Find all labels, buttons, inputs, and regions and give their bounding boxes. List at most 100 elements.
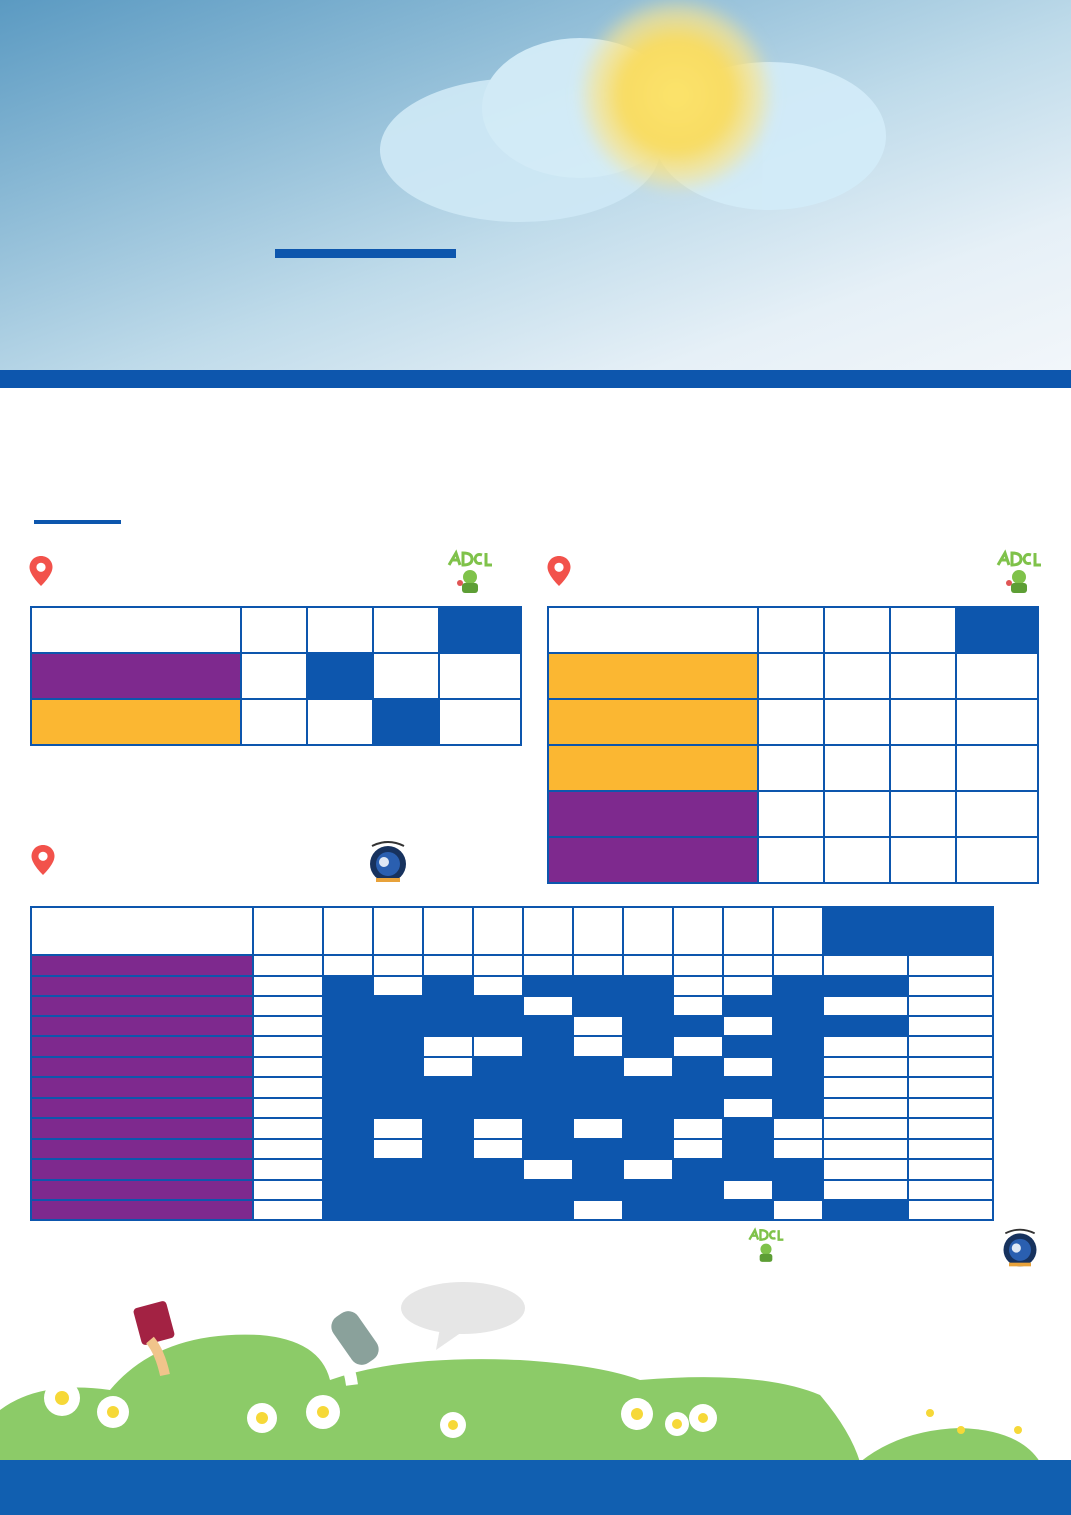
table-cell — [822, 1199, 909, 1221]
table-cell — [622, 906, 674, 956]
table-cell — [672, 975, 724, 997]
table-cell — [30, 1035, 254, 1058]
table-cell — [422, 1015, 474, 1037]
table-cell — [907, 995, 994, 1017]
space-center-logo — [1003, 1228, 1037, 1267]
table-cell — [722, 1199, 774, 1221]
table-cell — [472, 1076, 524, 1099]
table-cell — [722, 995, 774, 1017]
table-row — [30, 1035, 994, 1058]
table-cell — [252, 1015, 324, 1037]
table-cell — [572, 1035, 624, 1058]
table-cell — [252, 1138, 324, 1160]
table-cell — [547, 698, 759, 746]
table-cell — [889, 606, 957, 654]
table-row — [547, 606, 1039, 654]
table-cell — [322, 1117, 374, 1140]
table-cell — [30, 652, 242, 700]
table-cell — [522, 1035, 574, 1058]
table-cell — [823, 744, 891, 792]
table-cell — [472, 1097, 524, 1119]
table-cell — [889, 698, 957, 746]
table-cell — [822, 1179, 909, 1201]
table-cell — [372, 1097, 424, 1119]
table-cell — [322, 1035, 374, 1058]
table-cell — [822, 1138, 909, 1160]
table-cell — [955, 698, 1039, 746]
table-cell — [30, 1097, 254, 1119]
table-row — [30, 652, 522, 700]
space-center-logo — [370, 841, 406, 882]
table-cell — [322, 906, 374, 956]
table-cell — [372, 1056, 424, 1078]
section-underline — [34, 520, 121, 524]
table-cell — [772, 1015, 824, 1037]
table-cell — [30, 1076, 254, 1099]
table-cell — [472, 1158, 524, 1181]
table-row — [547, 836, 1039, 884]
table-cell — [672, 1117, 724, 1140]
table-cell — [722, 1138, 774, 1160]
table-cell — [757, 744, 825, 792]
table-cell — [322, 975, 374, 997]
table-cell — [823, 606, 891, 654]
table-cell — [722, 1158, 774, 1181]
table-cell — [30, 1117, 254, 1140]
table-cell — [422, 954, 474, 977]
table-cell — [772, 1076, 824, 1099]
table-cell — [822, 1056, 909, 1078]
table-cell — [572, 1097, 624, 1119]
map-pin-icon — [31, 845, 55, 875]
table-cell — [547, 744, 759, 792]
table-cell — [757, 698, 825, 746]
table-row — [547, 652, 1039, 700]
table-cell — [252, 975, 324, 997]
table-cell — [252, 1179, 324, 1201]
table-cell — [622, 1035, 674, 1058]
table-cell — [322, 954, 374, 977]
map-pin-icon — [29, 556, 53, 586]
table-cell — [572, 1199, 624, 1221]
table-row — [30, 606, 522, 654]
table-cell — [772, 1035, 824, 1058]
table-cell — [822, 1097, 909, 1119]
table-row — [30, 1097, 994, 1119]
table-cell — [622, 1138, 674, 1160]
table-cell — [772, 1138, 824, 1160]
table-cell — [522, 906, 574, 956]
table-cell — [472, 954, 524, 977]
adci-logo — [996, 549, 1041, 593]
table-cell — [572, 954, 624, 977]
table-cell — [438, 606, 522, 654]
table-row — [30, 1199, 994, 1221]
table-cell — [822, 906, 909, 956]
table-cell — [422, 1056, 474, 1078]
table-cell — [30, 975, 254, 997]
table-cell — [722, 1076, 774, 1099]
table-cell — [30, 1138, 254, 1160]
table-cell — [522, 1179, 574, 1201]
table-row — [30, 906, 994, 956]
table-cell — [322, 1138, 374, 1160]
table-cell — [372, 1117, 424, 1140]
table-row — [30, 1179, 994, 1201]
table-cell — [252, 1056, 324, 1078]
table-cell — [30, 1199, 254, 1221]
table-cell — [907, 1179, 994, 1201]
table-cell — [822, 975, 909, 997]
table-row — [30, 1056, 994, 1078]
table-cell — [472, 995, 524, 1017]
table-cell — [547, 790, 759, 838]
schedule-table-left — [30, 606, 522, 746]
table-cell — [622, 1158, 674, 1181]
table-cell — [622, 1076, 674, 1099]
table-cell — [672, 995, 724, 1017]
table-row — [30, 975, 994, 997]
table-cell — [907, 1076, 994, 1099]
table-cell — [422, 1158, 474, 1181]
table-cell — [572, 906, 624, 956]
table-cell — [252, 1097, 324, 1119]
table-cell — [372, 1076, 424, 1099]
table-cell — [422, 1179, 474, 1201]
table-cell — [422, 1138, 474, 1160]
